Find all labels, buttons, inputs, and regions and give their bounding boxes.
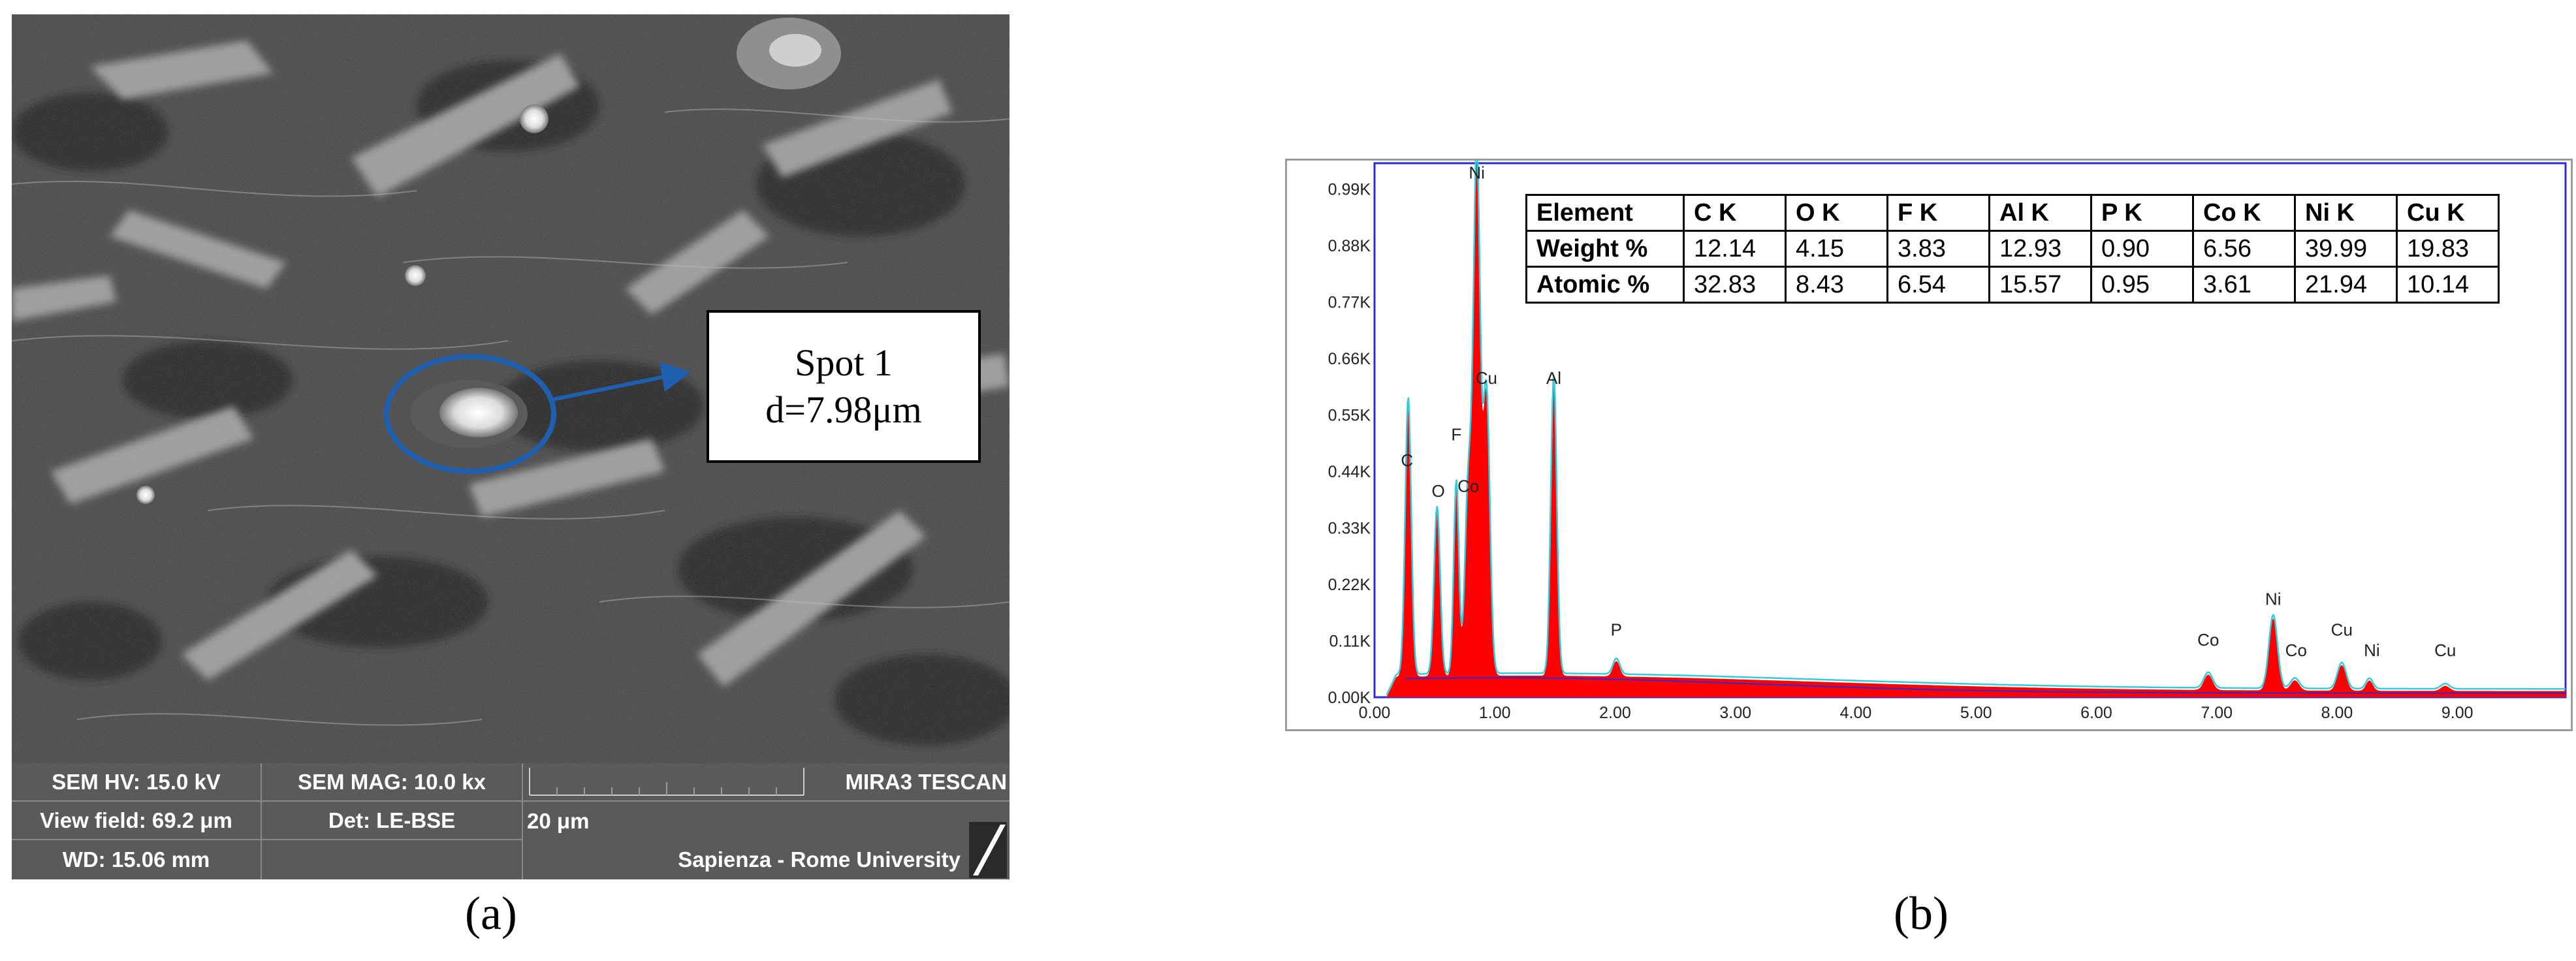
- peak-label: Cu: [2331, 620, 2353, 639]
- table-header-cell: Al K: [1988, 194, 2092, 232]
- spectrum-outline-line: [1386, 161, 2566, 696]
- x-tick-label: 0.00: [1359, 704, 1391, 722]
- y-tick-label: 0.66K: [1328, 350, 1371, 368]
- peak-label: Ni: [2265, 589, 2282, 608]
- x-tick-label: 8.00: [2321, 704, 2353, 722]
- table-cell: 19.83: [2396, 230, 2500, 268]
- x-tick-label: 5.00: [1960, 704, 1992, 722]
- peak-label: Cu: [2434, 640, 2456, 660]
- y-tick-label: 0.22K: [1328, 576, 1371, 594]
- table-header-cell: O K: [1785, 194, 1888, 232]
- table-row: Atomic % 32.83 8.43 6.54 15.57 0.95 3.61 21.94 1…: [1525, 266, 2500, 304]
- table-cell: 0.90: [2090, 230, 2194, 268]
- table-cell: 0.95: [2090, 266, 2194, 304]
- table-header-cell: Cu K: [2396, 194, 2500, 232]
- y-tick-label: 0.33K: [1328, 519, 1371, 537]
- microscope-brand: MIRA3 TESCAN: [810, 763, 1010, 802]
- peak-label: Cu: [1476, 368, 1497, 388]
- x-tick-label: 6.00: [2080, 704, 2112, 722]
- panel-a-caption: (a): [465, 887, 517, 941]
- x-tick-label: 3.00: [1719, 704, 1751, 722]
- table-cell: 15.57: [1988, 266, 2092, 304]
- sem-institution: Sapienza - Rome University: [678, 847, 961, 872]
- background-fit-line: [1405, 677, 2566, 694]
- spot-1-diameter: d=7.98μm: [765, 388, 922, 431]
- table-row: Weight % 12.14 4.15 3.83 12.93 0.90 6.56 39.99 1…: [1525, 230, 2500, 268]
- panel-a-caption-text: (a): [465, 887, 517, 939]
- peak-label: Co: [2197, 630, 2219, 650]
- table-cell: 12.93: [1988, 230, 2092, 268]
- sem-working-distance: WD: 15.06 mm: [12, 840, 262, 879]
- table-header-cell: Ni K: [2294, 194, 2398, 232]
- table-cell: 3.83: [1886, 230, 1990, 268]
- tescan-logo-icon: [969, 822, 1007, 878]
- table-cell: 8.43: [1785, 266, 1888, 304]
- peak-label: O: [1432, 481, 1445, 501]
- table-cell: 21.94: [2294, 266, 2398, 304]
- table-row-label: Atomic %: [1525, 266, 1685, 304]
- y-tick-label: 0.00K: [1328, 689, 1371, 707]
- x-tick-label: 1.00: [1479, 704, 1511, 722]
- table-cell: 32.83: [1683, 266, 1787, 304]
- peak-label: Co: [2285, 640, 2307, 660]
- peak-label: Ni: [1469, 163, 1485, 182]
- x-tick-label: 2.00: [1599, 704, 1631, 722]
- table-header-element: Element: [1525, 194, 1685, 232]
- spot-1-arrow: [552, 362, 691, 402]
- table-header-cell: Co K: [2192, 194, 2296, 232]
- y-tick-label: 0.55K: [1328, 406, 1371, 424]
- sem-micrograph-panel: Spot 1 d=7.98μm SEM HV: 15.0 kV SEM MAG:…: [12, 14, 1010, 879]
- spot-1-particle: [410, 380, 528, 448]
- peak-label: Ni: [2364, 640, 2380, 660]
- sem-detector: Det: LE-BSE: [262, 802, 523, 840]
- sem-empty-cell: [262, 840, 523, 879]
- table-header-cell: P K: [2090, 194, 2194, 232]
- table-cell: 6.56: [2192, 230, 2296, 268]
- peak-label: Al: [1546, 368, 1561, 388]
- table-cell: 12.14: [1683, 230, 1787, 268]
- scale-bar-label: 20 μm: [527, 808, 590, 833]
- peak-label: F: [1451, 425, 1461, 445]
- y-tick-label: 0.99K: [1328, 180, 1371, 198]
- eds-spectrum-chart: 0.00K 0.11K 0.22K 0.33K 0.44K 0.55K 0.66K 0.77K…: [1328, 161, 2567, 722]
- y-tick-label: 0.77K: [1328, 293, 1371, 311]
- table-cell: 39.99: [2294, 230, 2398, 268]
- sem-mag: SEM MAG: 10.0 kx: [262, 763, 523, 802]
- peak-label: Co: [1457, 476, 1479, 496]
- sem-info-bar: SEM HV: 15.0 kV SEM MAG: 10.0 kx MIRA3 T…: [12, 763, 1010, 879]
- spot-1-label-box: Spot 1 d=7.98μm: [707, 310, 981, 463]
- table-cell: 3.61: [2192, 266, 2296, 304]
- peak-label: C: [1401, 450, 1413, 470]
- spot-1-marker-ellipse: [384, 354, 556, 474]
- sem-hv: SEM HV: 15.0 kV: [12, 763, 262, 802]
- panel-b-caption: (b): [1894, 887, 1948, 939]
- table-cell: 4.15: [1785, 230, 1888, 268]
- y-tick-label: 0.11K: [1329, 632, 1371, 650]
- table-header-cell: C K: [1683, 194, 1787, 232]
- table-row-label: Weight %: [1525, 230, 1685, 268]
- table-header-cell: F K: [1886, 194, 1990, 232]
- x-tick-label: 7.00: [2201, 704, 2233, 722]
- spot-1-title: Spot 1: [795, 341, 893, 384]
- sem-view-field: View field: 69.2 μm: [12, 802, 262, 840]
- scale-bar-ruler: [523, 763, 810, 802]
- y-tick-label: 0.88K: [1328, 237, 1371, 255]
- x-tick-label: 9.00: [2441, 704, 2473, 722]
- table-cell: 6.54: [1886, 266, 1990, 304]
- y-tick-label: 0.44K: [1328, 463, 1371, 481]
- peak-label: P: [1611, 620, 1622, 639]
- table-cell: 10.14: [2396, 266, 2500, 304]
- x-tick-label: 4.00: [1840, 704, 1872, 722]
